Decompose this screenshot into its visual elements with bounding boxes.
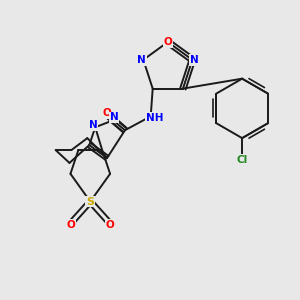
Text: S: S (86, 196, 94, 207)
Text: NH: NH (146, 113, 164, 123)
Text: N: N (89, 120, 98, 130)
Text: O: O (106, 220, 115, 230)
Text: O: O (103, 108, 112, 118)
Text: O: O (66, 220, 75, 230)
Text: N: N (110, 112, 118, 122)
Text: O: O (164, 37, 172, 47)
Text: N: N (137, 55, 146, 65)
Text: N: N (190, 55, 199, 65)
Text: Cl: Cl (236, 155, 248, 165)
